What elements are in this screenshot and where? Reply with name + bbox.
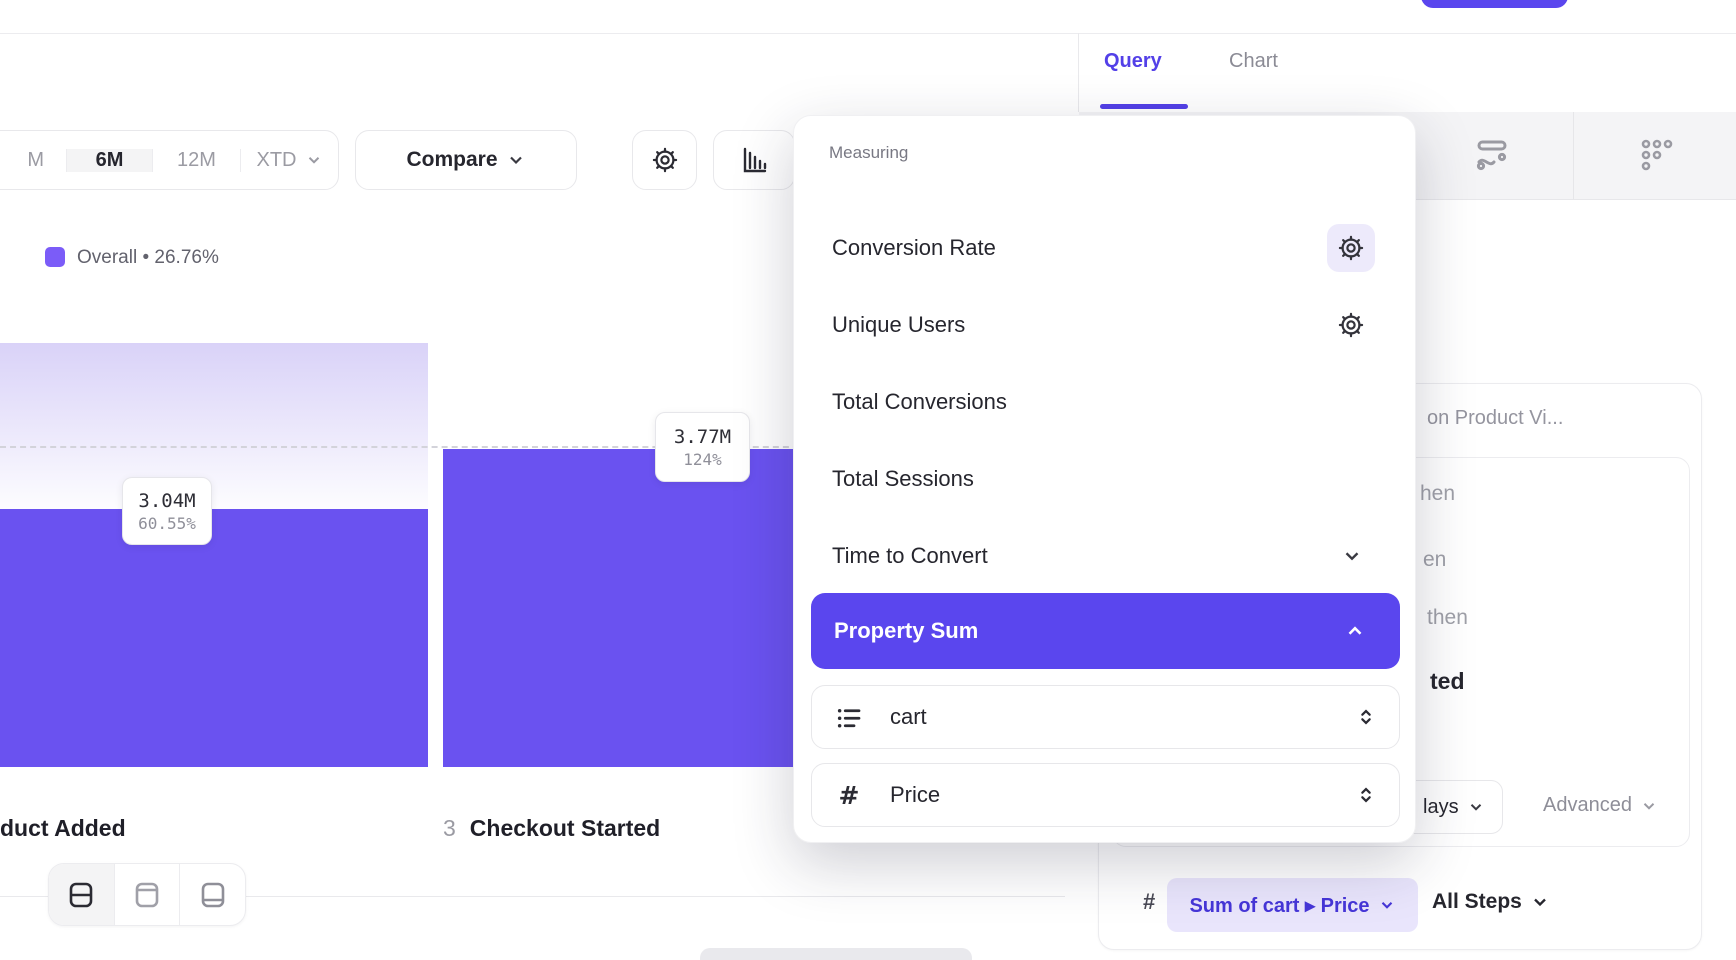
step-fragment-selected: ted [1430,668,1465,694]
layout-bottom-icon [197,879,229,911]
updown-icon [1355,784,1377,806]
layout-split-icon [65,879,97,911]
chevron-down-icon [1530,892,1550,912]
step-fragment: then [1427,606,1468,629]
dots-grid-icon [1637,136,1677,174]
chevron-down-icon [305,151,323,169]
hash-icon: # [1143,889,1156,914]
chevron-down-icon [1467,798,1485,816]
gear-icon[interactable] [1327,301,1375,349]
menu-item-total-sessions[interactable]: Total Sessions [832,466,974,491]
time-range-6m[interactable]: 6M [67,148,153,172]
step-label-checkout-started: 3 Checkout Started [443,815,661,841]
menu-item-total-conversions[interactable]: Total Conversions [832,389,1007,414]
chevron-down-icon [1640,797,1658,815]
gear-icon [651,146,679,174]
panel-divider [1078,33,1079,112]
metrics-grid-button[interactable] [1625,133,1689,177]
bar-value: 3.77M [673,425,732,448]
menu-item-conversion-rate[interactable]: Conversion Rate [814,215,1397,281]
property-name-select[interactable]: # Price [811,763,1400,827]
measurement-header-fragment: on Product Vi... [1427,407,1564,429]
bar-value-tooltip: 3.77M 124% [655,412,750,482]
legend-swatch [45,247,65,267]
bar-chart-view-button[interactable] [713,130,795,190]
tab-query[interactable]: Query [1104,50,1162,72]
time-range-m[interactable]: M [0,148,67,172]
bar-value-tooltip: 3.04M 60.55% [122,477,212,545]
bar-value: 3.04M [138,489,196,512]
popup-title: Measuring [829,143,909,162]
funnel-bar-product-added[interactable] [0,509,428,767]
chevron-down-icon [506,150,526,170]
menu-item-unique-users[interactable]: Unique Users [814,292,1397,358]
compare-button[interactable]: Compare [355,130,577,190]
chart-footer-divider [0,896,1065,897]
layout-bottom-bar-button[interactable] [180,864,245,925]
funnel-bar-2-dropoff-area [0,343,428,509]
gear-icon[interactable] [1327,224,1375,272]
bar-conversion: 60.55% [138,513,196,533]
conversion-reference-line [0,446,819,448]
layout-top-bar-button[interactable] [115,864,181,925]
chart-settings-button[interactable] [632,130,697,190]
step-label-product-added: duct Added [0,815,126,841]
list-icon [834,702,864,732]
time-range-group: M 6M 12M XTD [0,130,339,190]
bar-conversion: 124% [683,449,722,469]
updown-icon [1355,706,1377,728]
layout-toggle-group [48,863,246,926]
histogram-icon [737,143,771,177]
layout-top-icon [131,879,163,911]
hash-icon: # [838,780,860,810]
step-number: 3 [443,815,456,841]
layout-split-horizontal-button[interactable] [49,864,115,925]
chevron-up-icon [1344,620,1366,642]
funnel-bar-checkout-started[interactable] [443,449,819,767]
chevron-down-icon [1341,545,1363,567]
measuring-popup: Measuring Conversion Rate Unique Users T… [793,115,1416,843]
step-fragment: hen [1420,482,1456,505]
chevron-down-icon [1378,896,1396,914]
bottom-peek-element [700,948,972,960]
legend-label: Overall • 26.76% [77,247,219,268]
menu-item-property-sum-selected[interactable]: Property Sum [811,593,1400,669]
time-range-12m[interactable]: 12M [153,148,241,172]
time-range-xtd[interactable]: XTD [241,149,338,172]
flows-button[interactable] [1460,133,1524,177]
toolbar-divider [1573,112,1574,199]
step-fragment: en [1423,548,1447,571]
tab-query-underline [1100,104,1188,109]
flows-icon [1472,136,1512,174]
menu-item-time-to-convert[interactable]: Time to Convert [814,523,1397,589]
primary-action-button[interactable] [1421,0,1568,8]
property-sum-chip[interactable]: Sum of cart ▸ Price [1167,878,1418,932]
property-event-select[interactable]: cart [811,685,1400,749]
all-steps-dropdown[interactable]: All Steps [1432,890,1550,914]
tab-chart[interactable]: Chart [1229,50,1278,72]
advanced-dropdown[interactable]: Advanced [1543,794,1658,817]
